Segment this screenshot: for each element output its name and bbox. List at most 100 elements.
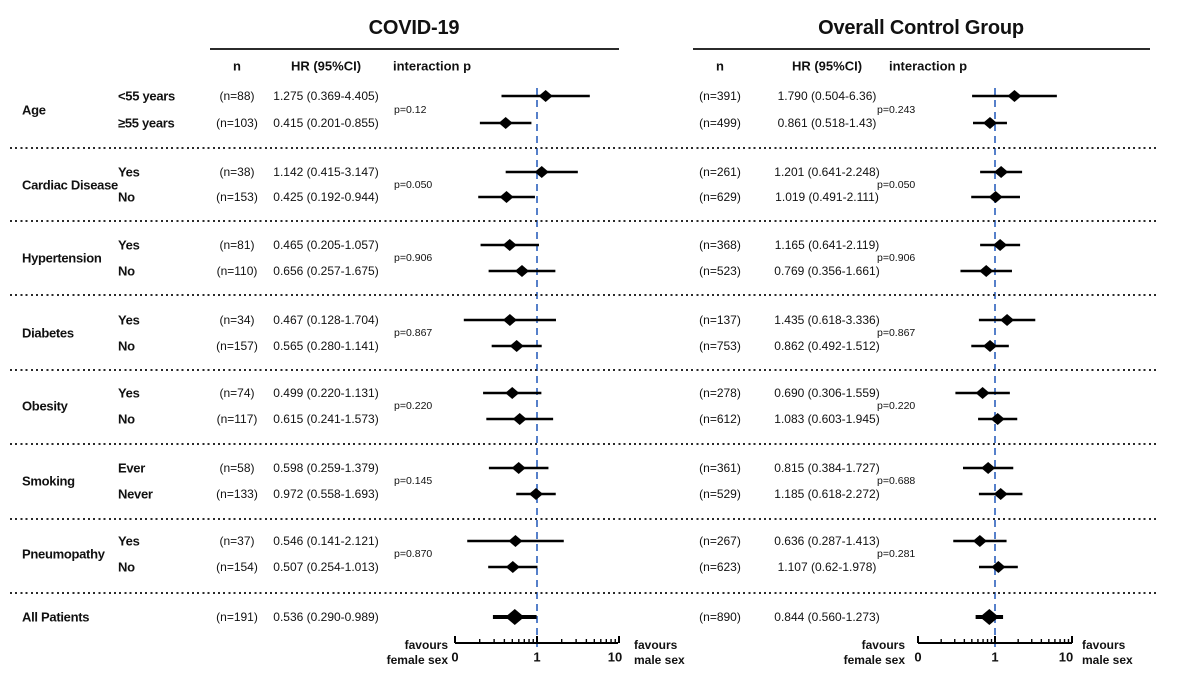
group-label: Hypertension — [22, 250, 102, 266]
covid-hr-diamond — [534, 166, 549, 178]
covid-hr-ci-value: 0.425 (0.192-0.944) — [273, 190, 379, 204]
control-hr-diamond — [991, 561, 1006, 573]
control-header-interaction-p: interaction p — [889, 58, 968, 74]
caption-line: favours — [1082, 638, 1126, 652]
subgroup-label: Yes — [118, 164, 140, 180]
control-interaction-p-value: p=0.220 — [877, 399, 916, 412]
caption-line: favours — [634, 638, 678, 652]
covid-hr-ci-value: 1.142 (0.415-3.147) — [273, 165, 379, 179]
control-hr-diamond — [988, 191, 1003, 203]
covid-n-value: (n=133) — [216, 487, 258, 501]
caption-line: male sex — [634, 653, 685, 667]
control-hr-ci-value: 0.844 (0.560-1.273) — [774, 610, 880, 624]
subgroup-label: Yes — [118, 237, 140, 253]
control-axis-caption-male: favours male sex — [1082, 638, 1182, 668]
covid-hr-diamond — [508, 535, 523, 547]
covid-n-value: (n=103) — [216, 116, 258, 130]
covid-header-n: n — [233, 58, 241, 74]
covid-hr-diamond — [514, 265, 529, 277]
covid-title-rule — [210, 48, 619, 51]
control-hr-diamond — [993, 488, 1008, 500]
control-hr-diamond — [990, 413, 1005, 425]
covid-hr-ci-value: 0.499 (0.220-1.131) — [273, 386, 379, 400]
covid-hr-diamond — [528, 488, 543, 500]
covid-n-value: (n=58) — [219, 461, 255, 475]
covid-hr-ci-value: 0.598 (0.259-1.379) — [273, 461, 379, 475]
covid-x-tick-1: 1 — [533, 649, 541, 665]
control-n-value: (n=499) — [699, 116, 741, 130]
covid-axis-caption-female: favours female sex — [348, 638, 448, 668]
control-n-value: (n=278) — [699, 386, 741, 400]
group-separator — [10, 220, 1156, 222]
covid-n-value: (n=157) — [216, 339, 258, 353]
control-n-value: (n=267) — [699, 534, 741, 548]
covid-hr-diamond — [538, 90, 553, 102]
covid-n-value: (n=38) — [219, 165, 255, 179]
covid-hr-diamond — [512, 413, 527, 425]
covid-n-value: (n=191) — [216, 610, 258, 624]
group-label: Cardiac Disease — [22, 177, 118, 192]
control-hr-diamond — [983, 340, 998, 352]
covid-x-tick-0: 0 — [451, 649, 459, 665]
control-header-n: n — [716, 58, 724, 74]
covid-x-tick-10: 10 — [607, 649, 623, 665]
covid-hr-diamond — [509, 340, 524, 352]
control-x-tick-0: 0 — [914, 649, 922, 665]
covid-n-value: (n=74) — [219, 386, 255, 400]
panel-title-control: Overall Control Group — [818, 17, 1024, 39]
covid-hr-ci-value: 0.615 (0.241-1.573) — [273, 412, 379, 426]
covid-hr-diamond — [499, 191, 514, 203]
subgroup-label: No — [118, 189, 135, 205]
covid-interaction-p-value: p=0.050 — [394, 178, 433, 191]
control-n-value: (n=523) — [699, 264, 741, 278]
covid-n-value: (n=153) — [216, 190, 258, 204]
control-hr-diamond-summary — [979, 609, 999, 625]
control-hr-ci-value: 1.435 (0.618-3.336) — [774, 313, 880, 327]
covid-hr-ci-value: 1.275 (0.369-4.405) — [273, 89, 379, 103]
subgroup-label: Never — [118, 486, 153, 502]
covid-hr-diamond — [502, 314, 517, 326]
control-title-rule — [693, 48, 1150, 51]
control-n-value: (n=368) — [699, 238, 741, 252]
control-n-value: (n=890) — [699, 610, 741, 624]
caption-line: female sex — [386, 653, 448, 667]
control-interaction-p-value: p=0.688 — [877, 474, 916, 487]
covid-n-value: (n=37) — [219, 534, 255, 548]
control-hr-diamond — [994, 166, 1009, 178]
subgroup-label: No — [118, 559, 135, 575]
group-separator — [10, 443, 1156, 445]
control-interaction-p-value: p=0.867 — [877, 326, 916, 339]
control-hr-ci-value: 1.185 (0.618-2.272) — [774, 487, 880, 501]
control-x-tick-10: 10 — [1058, 649, 1074, 665]
control-hr-ci-value: 0.636 (0.287-1.413) — [774, 534, 880, 548]
control-hr-ci-value: 1.019 (0.491-2.111) — [775, 190, 879, 204]
group-label: Diabetes — [22, 325, 74, 341]
control-interaction-p-value: p=0.050 — [877, 178, 916, 191]
control-hr-diamond — [982, 117, 997, 129]
covid-hr-ci-value: 0.467 (0.128-1.704) — [273, 313, 379, 327]
subgroup-label: Yes — [118, 385, 140, 401]
all-patients-label: All Patients — [22, 609, 90, 625]
control-hr-diamond — [979, 265, 994, 277]
control-hr-ci-value: 0.861 (0.518-1.43) — [777, 116, 877, 130]
control-interaction-p-value: p=0.243 — [877, 103, 916, 116]
control-n-value: (n=391) — [699, 89, 741, 103]
panel-title-covid: COVID-19 — [368, 17, 460, 39]
covid-hr-ci-value: 0.415 (0.201-0.855) — [273, 116, 379, 130]
control-hr-ci-value: 1.107 (0.62-1.978) — [777, 560, 877, 574]
covid-interaction-p-value: p=0.906 — [394, 251, 433, 264]
control-hr-ci-value: 1.083 (0.603-1.945) — [774, 412, 880, 426]
subgroup-label: ≥55 years — [118, 115, 175, 131]
covid-header-interaction-p: interaction p — [393, 58, 472, 74]
subgroup-label: No — [118, 263, 135, 279]
subgroup-label: <55 years — [118, 88, 175, 104]
covid-hr-ci-value: 0.565 (0.280-1.141) — [273, 339, 379, 353]
subgroup-label: No — [118, 338, 135, 354]
control-hr-ci-value: 0.690 (0.306-1.559) — [774, 386, 880, 400]
control-n-value: (n=623) — [699, 560, 741, 574]
covid-hr-diamond-summary — [505, 609, 525, 625]
covid-interaction-p-value: p=0.220 — [394, 399, 433, 412]
control-hr-diamond — [981, 462, 996, 474]
covid-hr-diamond — [502, 239, 517, 251]
